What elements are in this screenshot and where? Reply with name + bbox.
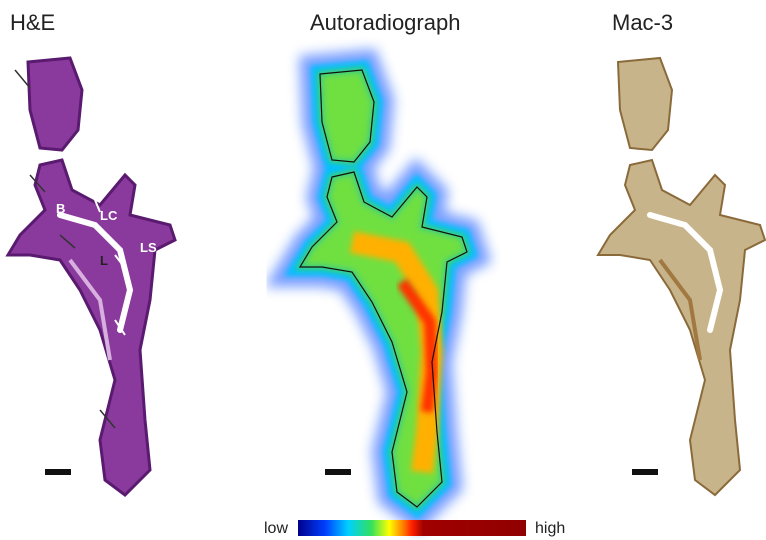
mac3-image xyxy=(598,58,765,495)
page: H&E Autoradiograph Mac-3 B LC L LS low h… xyxy=(0,0,766,540)
scale-bar xyxy=(325,469,351,475)
scale-bar xyxy=(632,469,658,475)
panel-title: H&E xyxy=(10,10,55,35)
annotation: B xyxy=(56,201,65,216)
panel-title: Mac-3 xyxy=(612,10,673,35)
panel-title: Autoradiograph xyxy=(310,10,460,35)
annotation: LC xyxy=(100,208,118,223)
autoradiograph-image xyxy=(300,70,467,507)
scale-bar xyxy=(45,469,71,475)
he-image: B LC L LS xyxy=(8,58,175,495)
colorbar-high: high xyxy=(535,520,565,537)
colorbar-low: low xyxy=(264,520,288,537)
figure: H&E Autoradiograph Mac-3 B LC L LS low h… xyxy=(0,0,766,540)
colorbar xyxy=(298,520,526,536)
annotation: LS xyxy=(140,240,157,255)
annotation: L xyxy=(100,253,108,268)
